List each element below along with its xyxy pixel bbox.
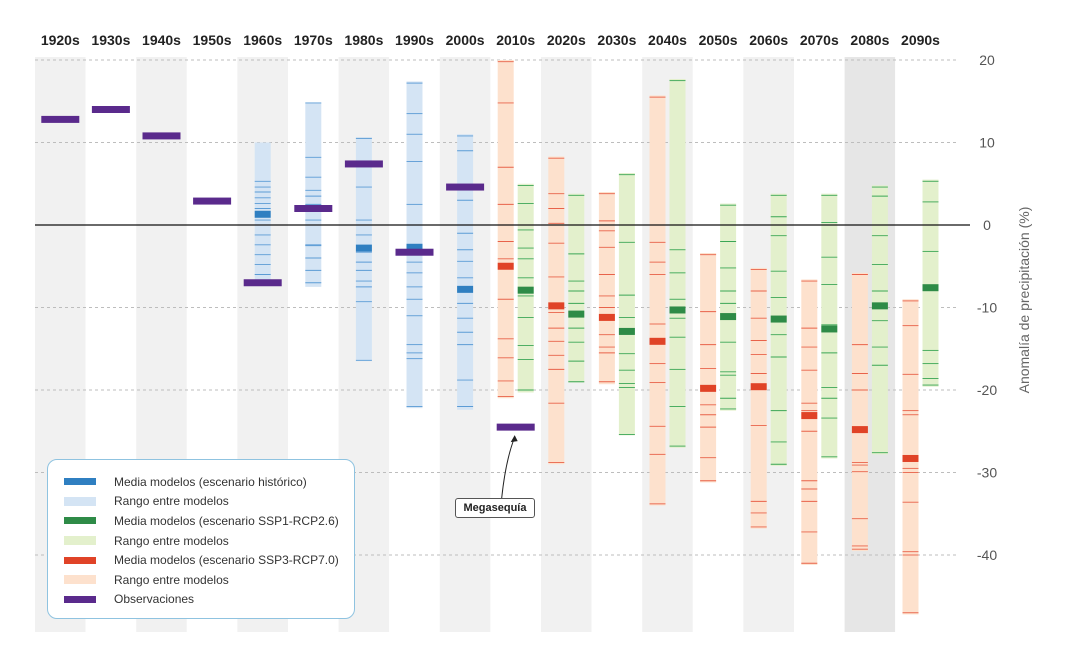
range-bar	[305, 102, 322, 287]
range-bar	[801, 279, 818, 565]
legend-item: Rango entre modelos	[64, 492, 354, 512]
decade-label: 1920s	[41, 32, 80, 48]
model-mean-mark	[669, 306, 686, 314]
range-bar	[548, 156, 565, 465]
decade-label: 2010s	[496, 32, 535, 48]
y-tick-label: -40	[977, 547, 997, 563]
y-tick-label: 20	[979, 52, 995, 68]
legend-swatch	[64, 575, 96, 585]
observation-mark	[344, 160, 383, 168]
model-mean-mark	[254, 210, 271, 218]
decade-label: 2000s	[446, 32, 485, 48]
decade-label: 2030s	[597, 32, 636, 48]
observation-mark	[243, 279, 282, 287]
decade-label: 2040s	[648, 32, 687, 48]
range-bar	[871, 185, 888, 455]
model-mean-mark	[517, 286, 534, 294]
model-mean-mark	[770, 315, 787, 323]
model-mean-mark	[598, 313, 615, 321]
range-bar	[618, 173, 635, 436]
legend-label: Media modelos (escenario histórico)	[114, 474, 307, 489]
model-mean-mark	[649, 337, 666, 345]
legend-item: Observaciones	[64, 590, 354, 610]
decade-label: 1990s	[395, 32, 434, 48]
model-mean-mark	[720, 313, 737, 321]
model-mean-mark	[700, 384, 717, 392]
legend-label: Rango entre modelos	[114, 572, 229, 587]
observation-mark	[193, 197, 232, 205]
legend-swatch	[64, 478, 96, 486]
observation-mark	[41, 115, 80, 123]
model-mean-mark	[821, 325, 838, 333]
model-mean-mark	[406, 243, 423, 251]
decade-label: 2090s	[901, 32, 940, 48]
model-mean-mark	[871, 302, 888, 310]
model-mean-mark	[618, 327, 635, 335]
legend-swatch	[64, 517, 96, 525]
decade-label: 2050s	[699, 32, 738, 48]
decade-label: 1940s	[142, 32, 181, 48]
model-mean-mark	[568, 310, 585, 318]
y-axis-title: Anomalía de precipitación (%)	[1016, 207, 1032, 394]
y-tick-label: -30	[977, 465, 997, 481]
range-bar	[649, 95, 666, 506]
decade-label: 1930s	[91, 32, 130, 48]
range-bar	[770, 193, 787, 466]
decade-label: 1950s	[193, 32, 232, 48]
legend-label: Rango entre modelos	[114, 494, 229, 509]
model-mean-mark	[922, 284, 939, 292]
model-mean-mark	[902, 454, 919, 462]
y-tick-label: -20	[977, 382, 997, 398]
legend-label: Media modelos (escenario SSP3-RCP7.0)	[114, 553, 339, 568]
decade-label: 1980s	[344, 32, 383, 48]
range-bar	[720, 203, 737, 411]
chart-legend: Media modelos (escenario histórico) Rang…	[47, 459, 355, 619]
range-bar	[598, 192, 615, 385]
legend-item: Media modelos (escenario histórico)	[64, 472, 354, 492]
legend-item: Media modelos (escenario SSP1-RCP2.6)	[64, 511, 354, 531]
y-tick-label: 10	[979, 135, 995, 151]
megasequia-annotation: Megasequía	[455, 498, 535, 518]
observation-mark	[395, 248, 434, 256]
range-bar	[922, 179, 939, 387]
range-bar	[568, 193, 585, 383]
observation-mark	[294, 205, 333, 212]
legend-label: Media modelos (escenario SSP1-RCP2.6)	[114, 513, 339, 528]
decade-label: 2070s	[800, 32, 839, 48]
observation-mark	[446, 183, 485, 191]
y-tick-label: 0	[983, 217, 991, 233]
range-bar	[669, 78, 686, 448]
model-mean-mark	[750, 383, 767, 391]
decade-label: 2060s	[749, 32, 788, 48]
model-mean-mark	[355, 244, 372, 252]
range-bar	[851, 272, 868, 551]
legend-item: Rango entre modelos	[64, 570, 354, 590]
legend-item: Rango entre modelos	[64, 531, 354, 551]
model-mean-mark	[548, 302, 565, 310]
model-mean-mark	[851, 426, 868, 434]
y-tick-label: -10	[977, 300, 997, 316]
range-bar	[700, 253, 717, 483]
range-bar	[750, 267, 767, 529]
model-mean-mark	[457, 285, 474, 293]
decade-label: 2080s	[850, 32, 889, 48]
legend-swatch	[64, 496, 96, 506]
legend-label: Observaciones	[114, 592, 195, 607]
decade-label: 1960s	[243, 32, 282, 48]
annotation-arrowhead	[510, 435, 518, 443]
range-bar	[497, 60, 514, 399]
model-mean-mark	[801, 412, 818, 420]
observation-mark	[142, 132, 181, 140]
decade-label: 2020s	[547, 32, 586, 48]
legend-label: Rango entre modelos	[114, 533, 229, 548]
legend-swatch	[64, 595, 96, 603]
range-bar	[457, 134, 474, 410]
decade-label: 1970s	[294, 32, 333, 48]
observation-mark	[496, 423, 535, 431]
observation-mark	[91, 106, 130, 113]
legend-item: Media modelos (escenario SSP3-RCP7.0)	[64, 550, 354, 570]
model-mean-mark	[497, 262, 514, 270]
legend-swatch	[64, 556, 96, 564]
legend-swatch	[64, 536, 96, 546]
